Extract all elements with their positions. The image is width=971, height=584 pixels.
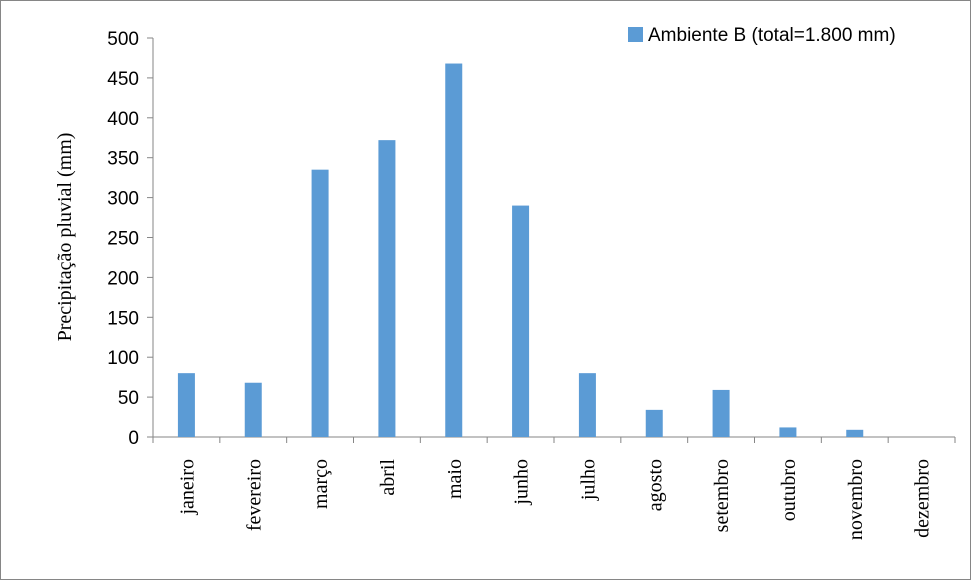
y-axis: 0 50 100 150 200 250 300 350 400 450 500 [107,29,154,449]
legend-swatch [628,27,643,42]
bar [712,389,730,437]
x-axis: janeiro fevereiro março abril maio junho julho… [152,436,956,540]
legend-label: Ambiente B (total=1.800 mm) [648,25,896,46]
bar [578,373,596,437]
bar [378,140,396,438]
y-tick-label: 450 [107,69,139,90]
x-tick-label: janeiro [176,459,198,516]
bar [445,63,463,437]
bar-series [177,63,864,438]
x-tick-label: junho [511,459,533,506]
x-tick-label: novembro [845,459,867,540]
bar [244,382,262,437]
bar [177,373,195,437]
bar [779,427,797,437]
y-axis-label: Precipitação pluvial (mm) [54,133,76,342]
y-tick-label: 350 [107,149,139,170]
x-tick-label: março [310,459,332,509]
y-tick-label: 400 [107,109,139,130]
y-tick-label: 50 [118,388,139,409]
x-tick-label: julho [577,459,599,501]
x-tick-label: setembro [711,459,733,532]
y-tick-label: 500 [107,29,139,50]
bar [645,409,663,437]
bar [846,429,864,437]
legend: Ambiente B (total=1.800 mm) [628,25,896,46]
x-tick-label: dezembro [912,459,934,538]
y-tick-label: 200 [107,268,139,289]
x-tick-label: outubro [778,459,800,521]
x-tick-label: fevereiro [243,459,265,531]
y-tick-label: 250 [107,229,139,250]
x-tick-label: abril [377,459,399,496]
y-tick-label: 100 [107,348,139,369]
bar [512,205,530,437]
x-tick-label: maio [444,459,466,499]
y-tick-label: 150 [107,308,139,329]
y-tick-label: 0 [128,428,139,449]
bar [311,169,329,438]
y-tick-label: 300 [107,189,139,210]
x-tick-label: agosto [644,459,666,511]
